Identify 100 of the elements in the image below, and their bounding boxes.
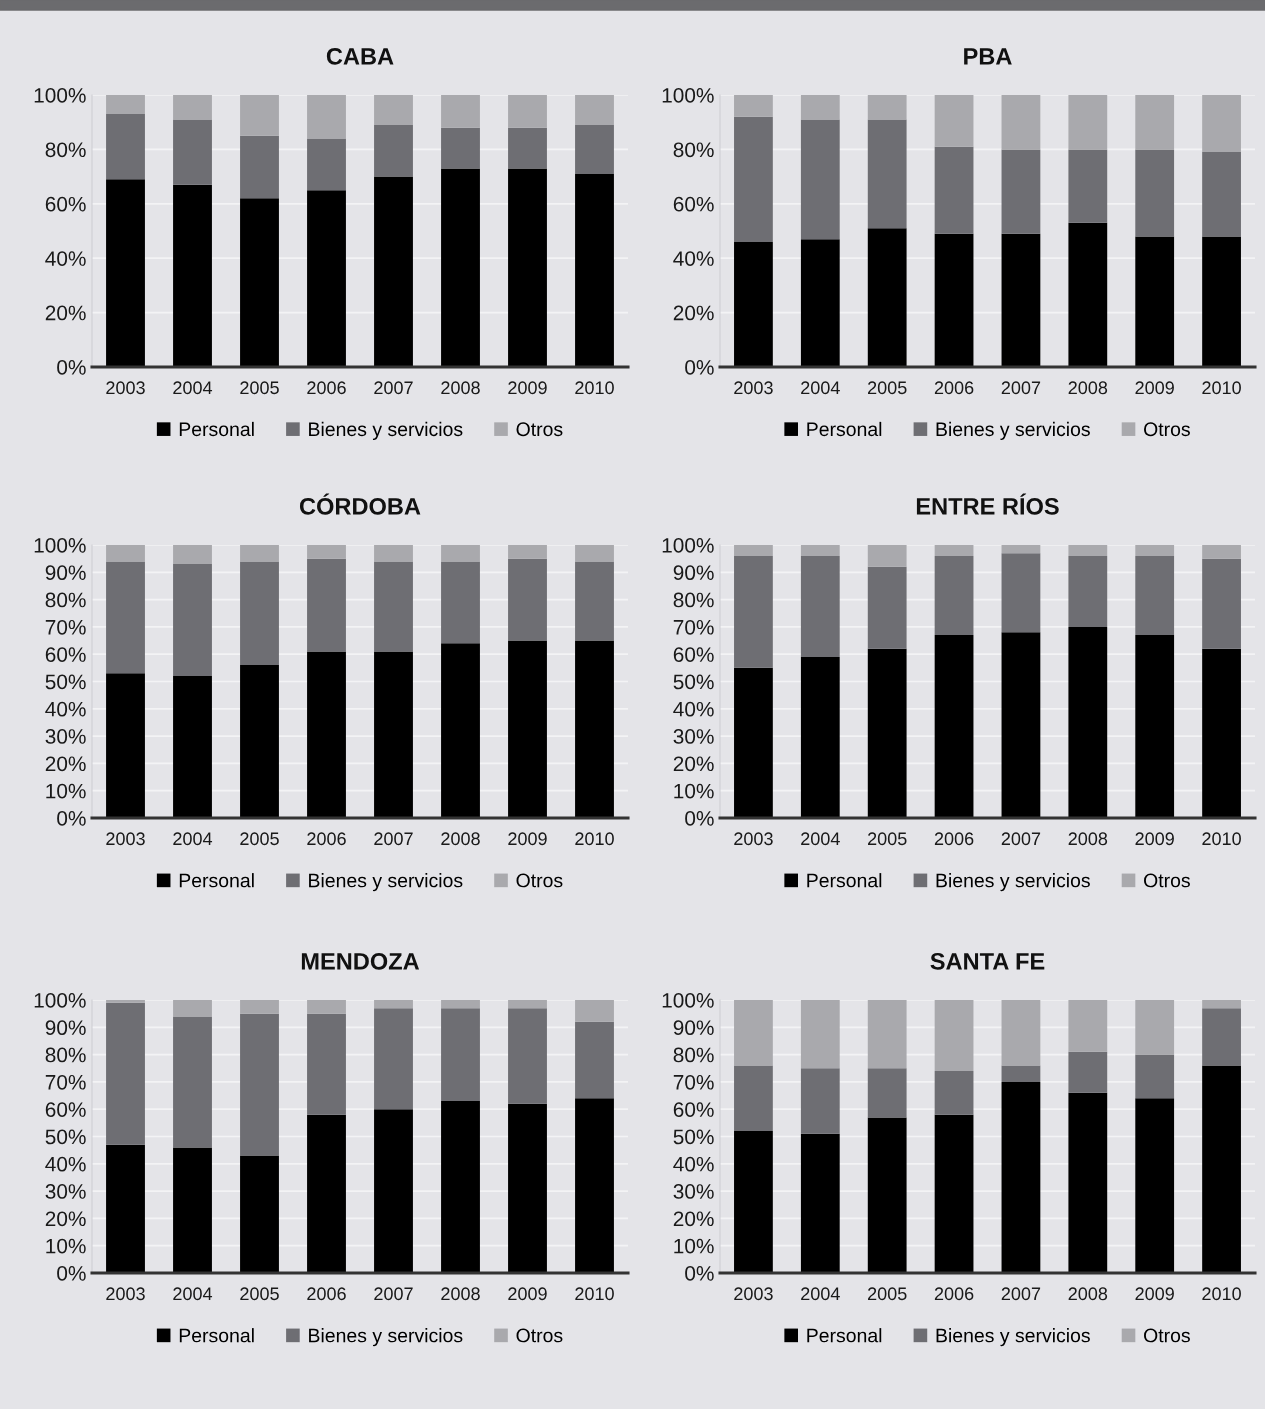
bar (575, 124, 614, 174)
bar (800, 1000, 840, 1069)
bar (1202, 1008, 1241, 1066)
x-tick-label: 2007 (374, 381, 413, 395)
bar (1001, 545, 1041, 554)
x-tick-label: 2005 (868, 832, 907, 846)
bar (508, 95, 547, 128)
bar (307, 651, 346, 818)
bar (867, 1068, 907, 1118)
bar (173, 564, 212, 677)
bar (1202, 648, 1241, 818)
y-tick-label: 70% (45, 1074, 86, 1090)
bar (106, 1144, 145, 1273)
bar (934, 146, 974, 234)
y-tick-label: 30% (45, 729, 86, 744)
legend-label: Bienes y servicios (936, 1328, 1090, 1347)
x-tick-label: 2008 (441, 1287, 480, 1301)
bar (800, 95, 840, 120)
bar (374, 1109, 413, 1273)
legend-label: Otros (1144, 422, 1190, 437)
x-tick-label: 2009 (1135, 832, 1174, 846)
bar (1202, 95, 1241, 153)
legend-label: Personal (807, 421, 882, 437)
x-tick-label: 2005 (240, 381, 279, 395)
bar (106, 114, 145, 180)
bar (934, 635, 974, 818)
y-tick-label: 20% (673, 756, 714, 772)
chart-title: CÓRDOBA (299, 493, 421, 515)
bar (1001, 1065, 1041, 1082)
bar (173, 1147, 212, 1273)
bar (934, 95, 974, 147)
x-tick-label: 2007 (374, 832, 413, 846)
bar (307, 95, 346, 139)
bar (106, 1002, 145, 1145)
x-tick-label: 2009 (508, 832, 547, 846)
y-tick-label: 100% (662, 88, 714, 103)
y-tick-label: 50% (45, 1129, 86, 1145)
y-tick-label: 20% (45, 305, 86, 321)
y-tick-label: 100% (662, 538, 714, 553)
x-tick-label: 2005 (868, 381, 907, 395)
bar (508, 545, 547, 559)
bar (734, 1131, 773, 1273)
x-tick-label: 2008 (1068, 832, 1108, 846)
bar (734, 116, 773, 242)
x-tick-label: 2004 (801, 381, 840, 395)
y-tick-label: 70% (673, 1074, 714, 1090)
bar (508, 558, 547, 641)
bar (867, 648, 907, 818)
x-tick-label: 2004 (801, 832, 840, 846)
y-tick-label: 80% (45, 142, 86, 158)
bar (1202, 236, 1241, 367)
bar (173, 1000, 212, 1017)
bar (240, 135, 279, 199)
x-tick-label: 2004 (173, 832, 213, 846)
bar (374, 561, 413, 652)
chart-title: ENTRE RÍOS (916, 493, 1059, 515)
bar (173, 545, 212, 565)
bar (575, 640, 614, 818)
y-tick-label: 100% (662, 993, 714, 1008)
y-tick-label: 60% (45, 647, 86, 662)
y-tick-label: 60% (673, 196, 714, 212)
legend-label: Personal (179, 873, 254, 888)
bar (575, 95, 614, 125)
bar (800, 119, 840, 240)
y-tick-label: 60% (673, 647, 714, 662)
bar (1068, 555, 1108, 627)
bar (508, 640, 547, 818)
y-tick-label: 20% (45, 756, 86, 772)
bar (934, 1000, 974, 1071)
chart-title: CABA (326, 47, 394, 65)
bar (934, 555, 974, 636)
bar (934, 233, 974, 367)
x-tick-label: 2003 (734, 1287, 773, 1301)
bar (1202, 1065, 1241, 1273)
bar (1068, 626, 1108, 818)
x-tick-label: 2010 (575, 832, 614, 846)
x-tick-label: 2006 (934, 1287, 974, 1301)
legend-label: Bienes y servicios (309, 421, 463, 440)
bar (1068, 545, 1108, 556)
bar (800, 545, 840, 556)
legend-label: Personal (179, 421, 254, 437)
y-tick-label: 100% (34, 993, 86, 1008)
x-tick-label: 2006 (307, 832, 346, 846)
bar (240, 545, 279, 562)
bar (240, 95, 279, 136)
x-tick-label: 2007 (1001, 381, 1041, 395)
x-tick-label: 2009 (508, 381, 547, 395)
legend-label: Bienes y servicios (309, 873, 463, 892)
bar (734, 1000, 773, 1066)
y-tick-label: 60% (45, 196, 86, 212)
bar (441, 1008, 480, 1102)
bar (441, 168, 480, 367)
y-tick-label: 10% (674, 1238, 714, 1254)
x-tick-label: 2009 (1135, 1287, 1174, 1301)
bar (1001, 553, 1041, 633)
y-tick-label: 60% (673, 1102, 714, 1117)
bar (307, 190, 346, 367)
y-tick-label: 80% (45, 1047, 86, 1063)
y-tick-label: 20% (673, 305, 714, 321)
y-tick-label: 40% (673, 251, 714, 266)
